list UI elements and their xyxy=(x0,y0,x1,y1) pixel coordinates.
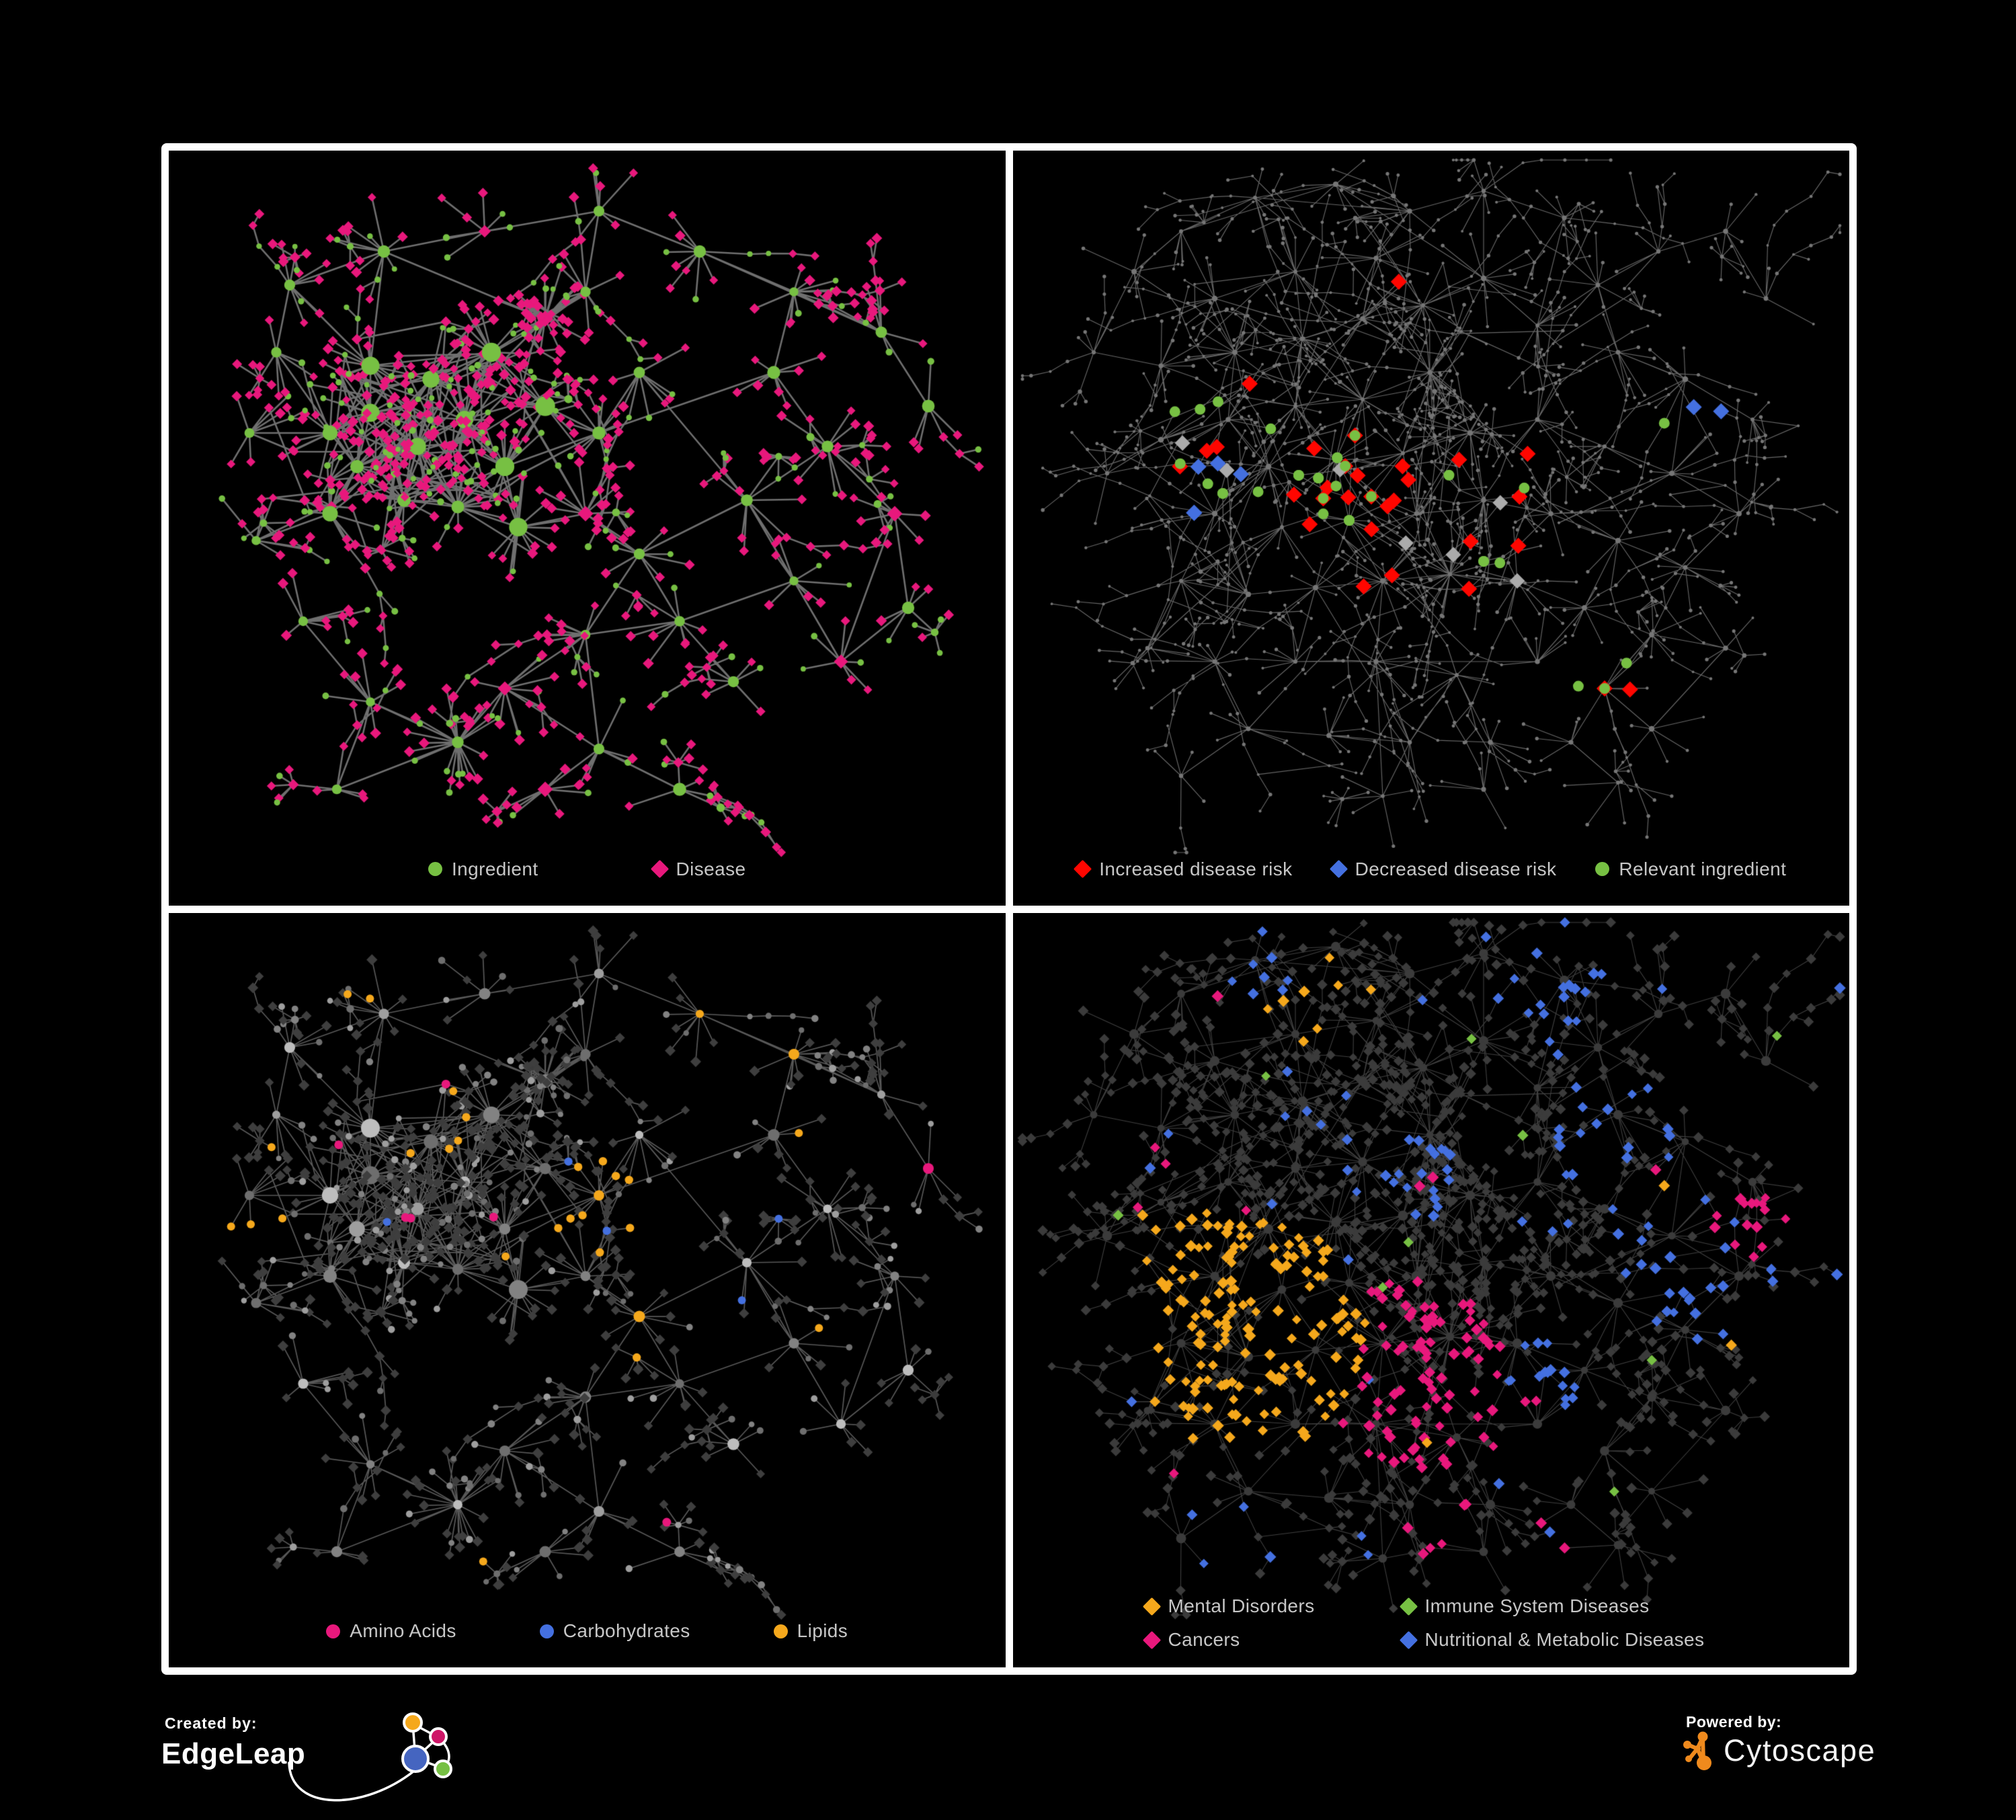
nutritional-metabolic-diamond-icon xyxy=(1399,1630,1418,1649)
legend-disease-classes: Mental Disorders Immune System Diseases … xyxy=(1142,1589,1705,1657)
legend-item: Cancers xyxy=(1142,1629,1402,1651)
ingredient-circle-icon xyxy=(428,862,442,876)
legend-item: Ingredient xyxy=(428,859,538,880)
legend-item: Increased disease risk xyxy=(1074,858,1293,880)
cytoscape-branding: Powered by: Cytoscape xyxy=(1682,1709,1964,1803)
legend-label: Disease xyxy=(676,858,746,879)
legend-item: Amino Acids xyxy=(326,1620,456,1642)
network-canvas-chemical-classes xyxy=(169,912,1005,1667)
cytoscape-wordmark: Cytoscape xyxy=(1724,1733,1876,1768)
legend-item: Decreased disease risk xyxy=(1329,858,1557,880)
mental-disorders-diamond-icon xyxy=(1142,1597,1161,1616)
legend-item: Immune System Diseases xyxy=(1399,1595,1705,1617)
edgeleap-logo-icon xyxy=(288,1712,452,1802)
edgeleap-wordmark: EdgeLeap xyxy=(161,1737,306,1770)
network-canvas-disease-risk xyxy=(1012,151,1849,905)
figure-grid: Ingredient Disease Increased disease ris… xyxy=(161,143,1857,1675)
legend-label: Decreased disease risk xyxy=(1355,858,1557,879)
panel-disease-classes: Mental Disorders Immune System Diseases … xyxy=(1012,912,1849,1667)
legend-label: Relevant ingredient xyxy=(1619,858,1787,879)
legend-label: Immune System Diseases xyxy=(1424,1595,1650,1616)
network-canvas-disease-classes xyxy=(1012,912,1849,1667)
network-canvas-ingredient-disease xyxy=(169,151,1005,905)
cytoscape-logo-icon xyxy=(1683,1731,1711,1770)
legend-ingredient-disease: Ingredient Disease xyxy=(169,859,1006,880)
cancers-diamond-icon xyxy=(1142,1630,1161,1649)
lipids-circle-icon xyxy=(773,1624,788,1638)
legend-item: Mental Disorders xyxy=(1142,1595,1402,1617)
legend-item: Carbohydrates xyxy=(539,1620,690,1642)
legend-item: Lipids xyxy=(773,1620,848,1642)
created-by-label: Created by: xyxy=(165,1714,257,1732)
disease-diamond-icon xyxy=(650,859,669,879)
legend-item: Nutritional & Metabolic Diseases xyxy=(1399,1629,1705,1651)
increased-risk-diamond-icon xyxy=(1074,859,1092,879)
relevant-ingredient-circle-icon xyxy=(1595,862,1610,876)
legend-item: Relevant ingredient xyxy=(1595,859,1786,880)
legend-label: Mental Disorders xyxy=(1168,1595,1315,1616)
legend-label: Amino Acids xyxy=(350,1620,456,1641)
legend-label: Increased disease risk xyxy=(1099,858,1293,879)
amino-acids-circle-icon xyxy=(326,1624,341,1638)
legend-label: Carbohydrates xyxy=(563,1620,690,1641)
legend-chemical-classes: Amino Acids Carbohydrates Lipids xyxy=(169,1620,1006,1642)
legend-label: Ingredient xyxy=(451,858,538,879)
legend-disease-risk: Increased disease risk Decreased disease… xyxy=(1013,859,1850,880)
panel-chemical-classes: Amino Acids Carbohydrates Lipids xyxy=(169,912,1006,1667)
immune-diseases-diamond-icon xyxy=(1399,1597,1418,1616)
legend-item: Disease xyxy=(650,858,746,880)
legend-label: Nutritional & Metabolic Diseases xyxy=(1424,1629,1705,1650)
carbohydrates-circle-icon xyxy=(539,1624,554,1638)
edgeleap-branding: Created by: EdgeLeap xyxy=(161,1709,538,1817)
legend-label: Lipids xyxy=(797,1620,848,1641)
legend-label: Cancers xyxy=(1168,1629,1240,1650)
powered-by-label: Powered by: xyxy=(1686,1713,1782,1731)
panel-ingredient-disease: Ingredient Disease xyxy=(169,151,1006,906)
decreased-risk-diamond-icon xyxy=(1329,859,1348,879)
panel-disease-risk: Increased disease risk Decreased disease… xyxy=(1012,151,1850,906)
